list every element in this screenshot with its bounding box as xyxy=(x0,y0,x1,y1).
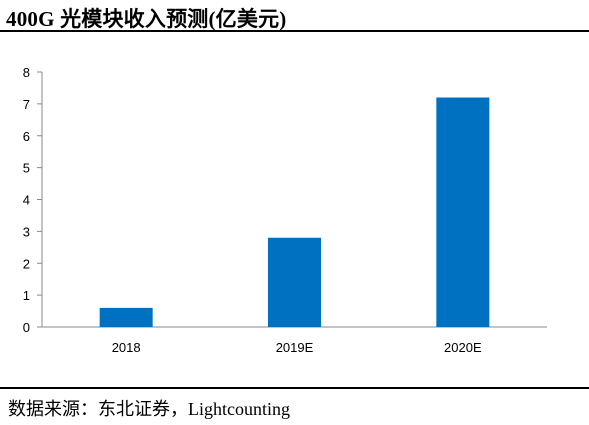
y-tick-label: 3 xyxy=(23,224,30,239)
x-axis: 2018 2019E 2020E xyxy=(42,326,547,355)
y-axis: 0 1 2 3 4 5 6 7 8 xyxy=(23,65,43,335)
bottom-rule xyxy=(0,387,589,389)
bar-chart: 0 1 2 3 4 5 6 7 8 2018 2019E 2020E xyxy=(23,65,547,355)
source-note: 数据来源：东北证券，Lightcounting xyxy=(8,399,290,419)
y-tick-label: 6 xyxy=(23,129,30,144)
bar xyxy=(436,97,490,327)
top-rule xyxy=(0,30,589,32)
chart-title: 400G 光模块收入预测(亿美元) xyxy=(6,7,287,31)
y-tick-label: 0 xyxy=(23,320,30,335)
y-tick-label: 5 xyxy=(23,161,30,176)
bar xyxy=(99,307,153,327)
y-tick-label: 8 xyxy=(23,65,30,80)
y-tick-label: 7 xyxy=(23,97,30,112)
y-tick-label: 1 xyxy=(23,288,30,303)
x-tick-label: 2018 xyxy=(112,340,141,355)
y-tick-label: 4 xyxy=(23,193,30,208)
bar-series xyxy=(99,97,490,327)
x-tick-label: 2020E xyxy=(444,340,482,355)
bar xyxy=(268,237,321,327)
y-tick-label: 2 xyxy=(23,256,30,271)
x-tick-label: 2019E xyxy=(276,340,314,355)
